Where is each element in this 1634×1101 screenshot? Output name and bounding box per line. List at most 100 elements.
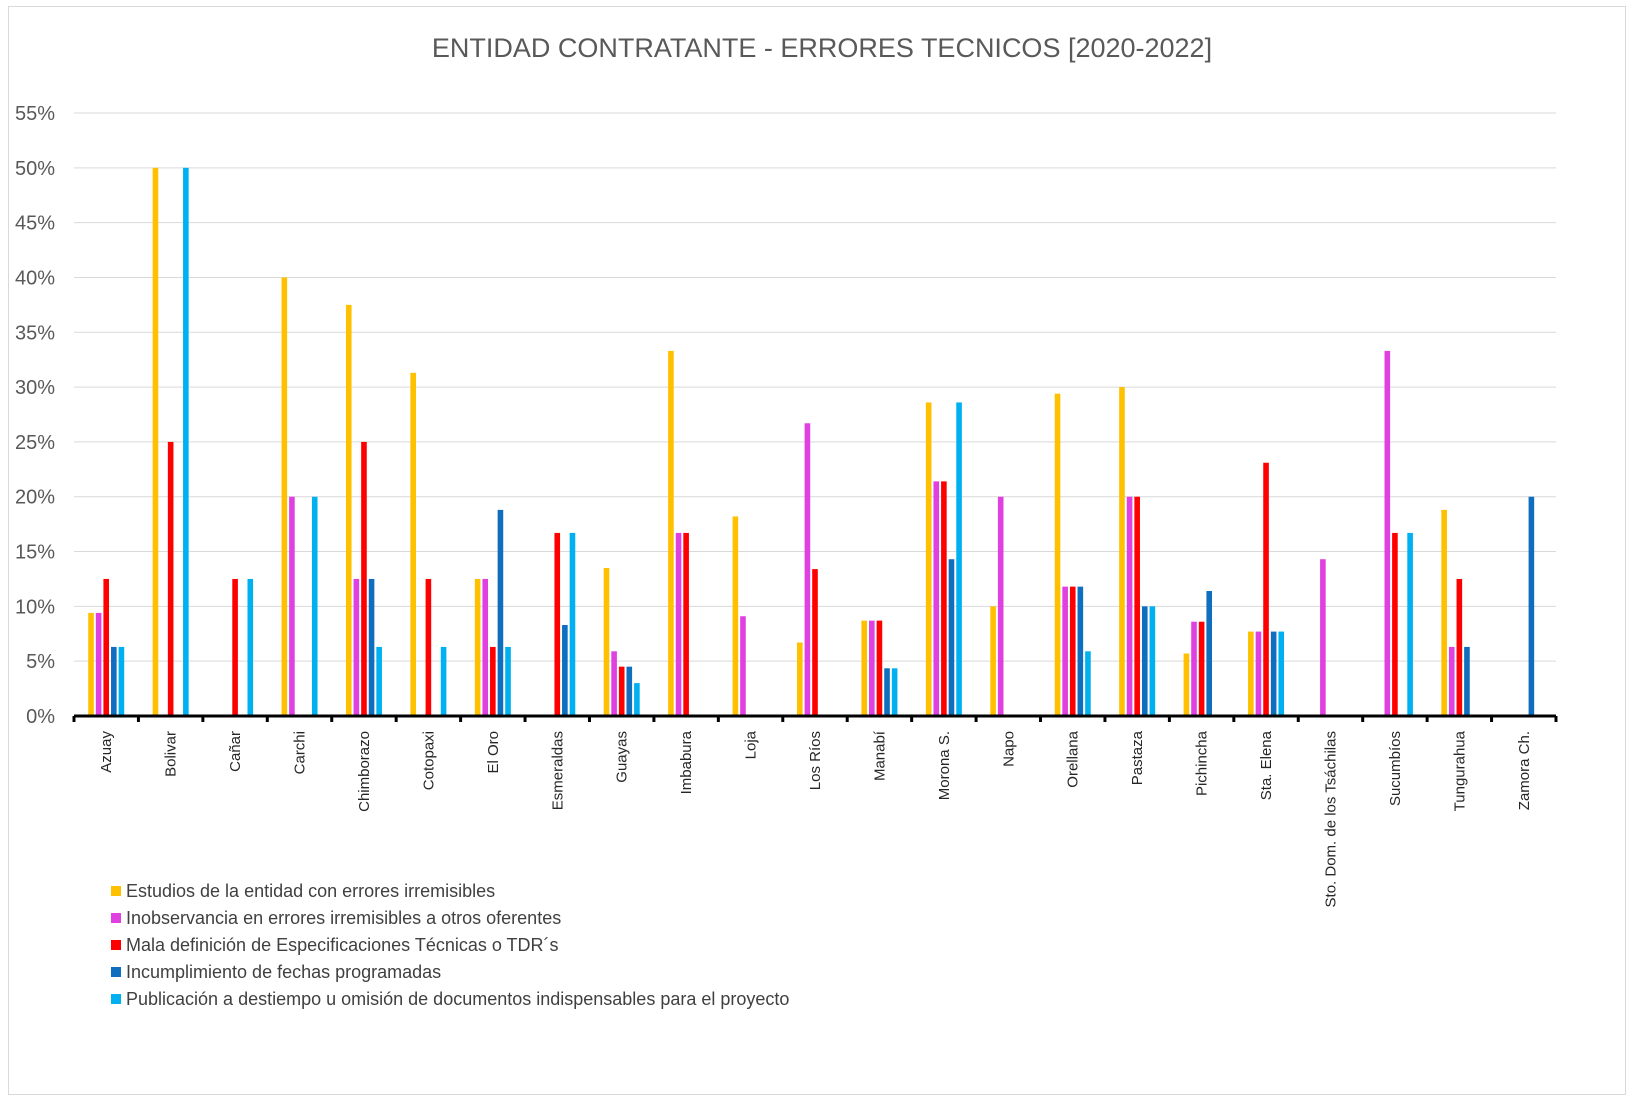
x-tick-label: Guayas [614,731,631,783]
bar [948,559,955,716]
bar [1392,532,1398,716]
bar [247,578,254,716]
bar [1077,586,1084,716]
y-tick-label: 20% [15,487,55,509]
bar [634,683,640,716]
bar [1270,631,1277,716]
bar [281,277,288,716]
bar [111,646,117,716]
x-axis-ticks: Azuay Bolivar Cañar Carchi Chimborazo Cotopax… [98,730,1533,907]
bar [1248,631,1254,716]
legend-swatch [111,994,121,1004]
x-tick-label: Sto. Dom. de los Tsáchilas [1323,731,1340,907]
bar [425,578,432,716]
bar [118,646,125,716]
x-tick-label: Sta. Elena [1258,730,1275,800]
bar [1263,462,1269,716]
x-tick-label: Pastaza [1129,730,1146,785]
legend-label: Estudios de la entidad con errores irrem… [126,881,495,901]
bar [167,441,174,716]
bar [1456,578,1463,716]
x-tick-label: Morona S. [936,731,953,800]
legend-label: Inobservancia en errores irremisibles a … [126,908,561,928]
bar [675,532,682,716]
y-tick-label: 50% [15,158,55,180]
x-tick-label: El Oro [485,731,502,774]
bar [1126,496,1133,716]
x-tick-label: Sucumbíos [1387,731,1404,806]
bar [183,167,189,716]
y-tick-label: 45% [15,213,55,235]
x-tick-label: Pichincha [1194,730,1211,796]
bar [1255,631,1262,716]
bar [1384,350,1391,716]
bars [88,167,1535,716]
x-tick-label: Cotopaxi [420,731,437,790]
bar [626,666,633,716]
bar [740,616,746,716]
y-tick-label: 0% [26,706,55,728]
bar [95,612,102,716]
bar [884,668,890,716]
x-tick-label: Imbabura [678,730,695,794]
bar [1198,621,1205,716]
bar [103,578,110,716]
x-tick-label: Esmeraldas [549,731,566,810]
bar [869,620,875,716]
x-tick-label: Cañar [227,731,244,772]
bar [1085,651,1091,716]
legend-label: Publicación a destiempo u omisión de doc… [126,989,789,1009]
bar [1054,393,1061,716]
bar [376,646,382,716]
bar [1119,387,1125,716]
bar [368,578,375,716]
bar [997,496,1004,716]
bar [1407,532,1413,716]
x-axis [72,714,1558,722]
x-tick-label: Bolivar [163,731,180,777]
chart-frame [8,6,1626,1095]
bar [1183,653,1190,716]
bar [1069,586,1076,716]
bar [311,496,318,716]
bar [683,532,689,716]
bar [289,496,295,716]
x-tick-label: Orellana [1065,730,1082,787]
bar [562,625,568,716]
bar [1448,646,1455,716]
bar [497,509,504,716]
y-tick-label: 15% [15,542,55,564]
bar [956,402,962,716]
legend-swatch [111,886,121,896]
legend: Estudios de la entidad con errores irrem… [111,881,789,1009]
bar [410,372,416,716]
y-tick-label: 5% [26,651,55,673]
y-tick-label: 30% [15,377,55,399]
bar [88,612,94,716]
bar [804,423,811,716]
bar [474,578,481,716]
bar [941,481,947,716]
bar [1141,606,1148,716]
legend-label: Incumplimiento de fechas programadas [126,962,441,982]
bar [1528,496,1535,716]
bar [232,578,238,716]
chart-title: ENTIDAD CONTRATANTE - ERRORES TECNICOS [… [432,33,1212,63]
bar [1441,509,1447,716]
bar [618,666,625,716]
bar [1062,586,1068,716]
x-tick-label: Los Ríos [807,731,824,790]
bar [152,167,159,716]
bar [345,304,352,716]
legend-swatch [111,913,121,923]
bar [482,578,489,716]
legend-swatch [111,940,121,950]
x-tick-label: Chimborazo [356,731,373,812]
bar [353,578,360,716]
y-tick-label: 55% [15,103,55,125]
bar [569,532,576,716]
bar [812,569,818,716]
bar [1320,559,1326,716]
x-tick-label: Tungurahua [1451,730,1468,811]
